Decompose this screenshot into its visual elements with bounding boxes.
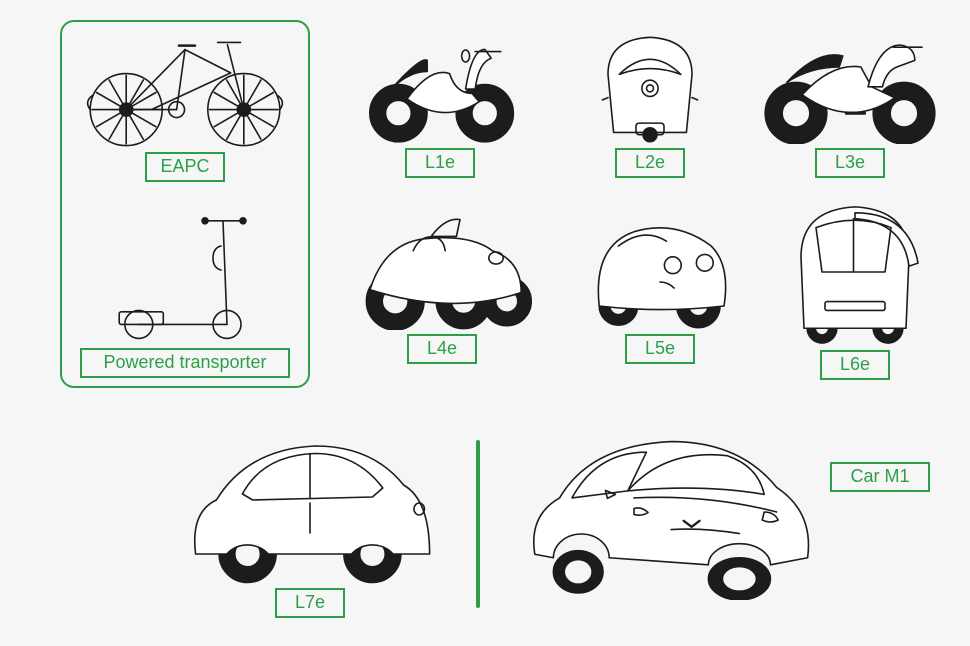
small_car_side-icon [180,434,440,584]
label-l4e: L4e [407,334,477,364]
label-eapc: EAPC [145,152,225,182]
bicycle-icon [80,28,290,148]
vehicle-eapc: EAPC [80,28,290,182]
vehicle-m1: Car M1 [510,424,820,600]
label-l6e: L6e [820,350,890,380]
quadricycle-icon [780,198,930,346]
vehicle-l2e: L2e [580,28,720,178]
vehicle-l4e: L4e [352,210,532,364]
vehicle-categories-diagram: EAPC Powered transporter L1e L2e L3e L4e L… [0,0,970,646]
vehicle-powered_transporter: Powered transporter [80,204,290,378]
label-l1e: L1e [405,148,475,178]
car_34-icon [510,424,820,600]
label-l2e: L2e [615,148,685,178]
sidecar-icon [352,210,532,330]
moped-icon [360,34,520,144]
vehicle-l7e: L7e [180,434,440,618]
vertical-divider [476,440,480,608]
label-powered_transporter: Powered transporter [80,348,290,378]
cabin_scooter_front-icon [580,28,720,144]
vehicle-l6e: L6e [780,198,930,380]
vehicle-l1e: L1e [360,34,520,178]
label-l5e: L5e [625,334,695,364]
label-l7e: L7e [275,588,345,618]
label-l3e: L3e [815,148,885,178]
vehicle-l5e: L5e [580,210,740,364]
vehicle-l3e: L3e [760,34,940,178]
trike_pod-icon [580,210,740,330]
e_scooter-icon [80,204,290,344]
label-m1: Car M1 [830,462,930,492]
motorcycle-icon [760,34,940,144]
